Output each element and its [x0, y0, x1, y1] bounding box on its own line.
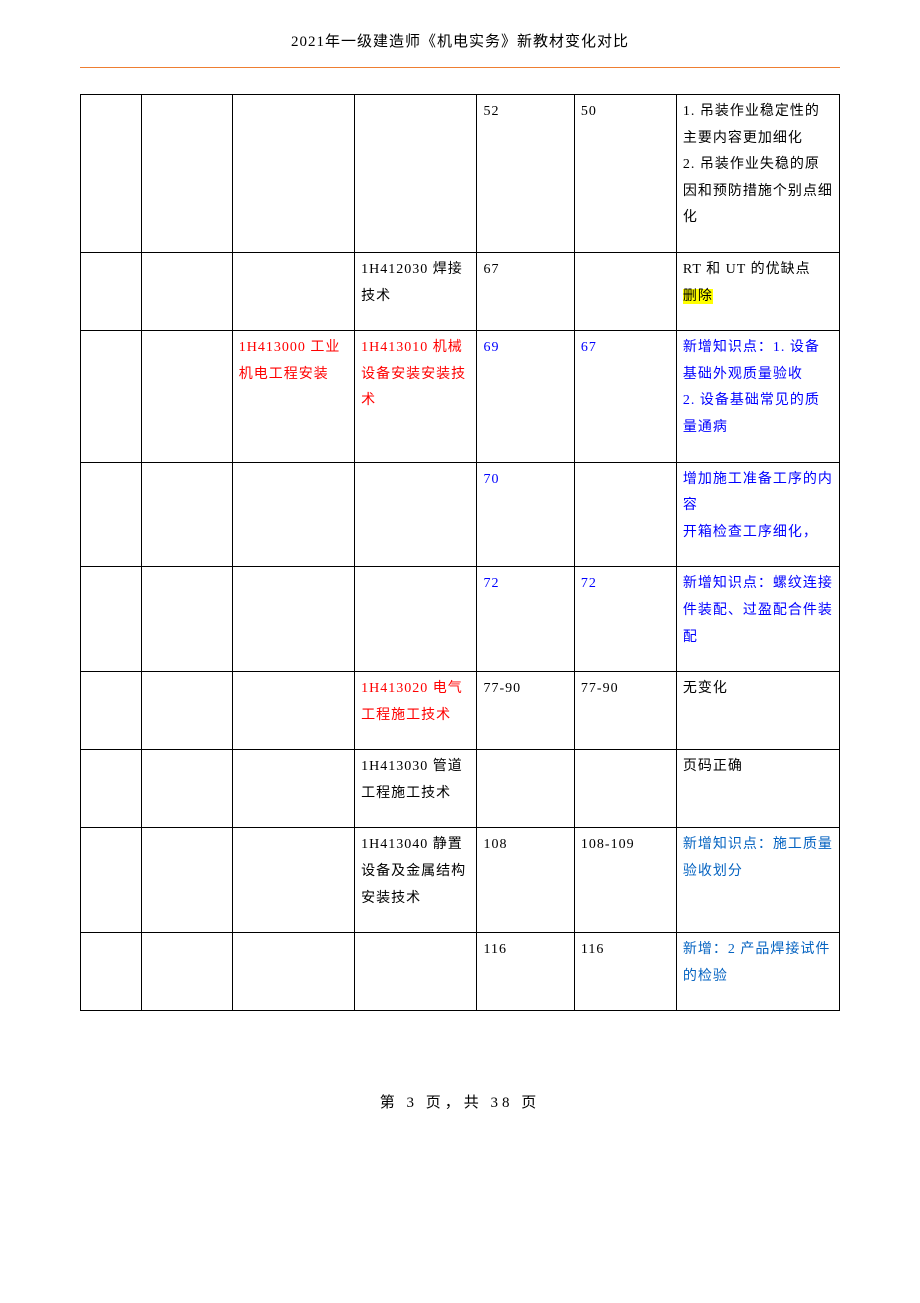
table-cell — [81, 672, 142, 750]
table-cell-change: RT 和 UT 的优缺点删除 — [676, 252, 839, 330]
table-cell — [355, 462, 477, 567]
table-cell — [142, 672, 233, 750]
table-cell: 77-90 — [477, 672, 574, 750]
table-cell — [574, 750, 676, 828]
table-row: 1H413030 管道工程施工技术 页码正确 — [81, 750, 840, 828]
table-cell — [232, 828, 354, 933]
table-cell — [142, 567, 233, 672]
table-cell: 1H413030 管道工程施工技术 — [355, 750, 477, 828]
table-cell: 108 — [477, 828, 574, 933]
table-cell — [232, 95, 354, 253]
table-cell — [142, 331, 233, 462]
table-row: 7272新增知识点：螺纹连接件装配、过盈配合件装配 — [81, 567, 840, 672]
table-cell — [232, 567, 354, 672]
table-cell — [81, 252, 142, 330]
page-container: 2021年一级建造师《机电实务》新教材变化对比 52501. 吊装作业稳定性的主… — [0, 0, 920, 1152]
table-cell: 69 — [477, 331, 574, 462]
table-cell: 1H413020 电气工程施工技术 — [355, 672, 477, 750]
table-cell: 77-90 — [574, 672, 676, 750]
table-cell — [81, 828, 142, 933]
table-cell: 72 — [477, 567, 574, 672]
change-text: 新增知识点：施工质量验收划分 — [683, 837, 833, 879]
table-cell — [355, 567, 477, 672]
table-cell — [232, 252, 354, 330]
table-cell — [142, 252, 233, 330]
table-row: 70 增加施工准备工序的内容开箱检查工序细化， — [81, 462, 840, 567]
change-text: RT 和 UT 的优缺点 — [683, 262, 811, 277]
table-cell — [355, 933, 477, 1011]
table-cell: 1H413010 机械设备安装安装技术 — [355, 331, 477, 462]
table-cell — [477, 750, 574, 828]
table-cell: 116 — [477, 933, 574, 1011]
table-cell: 67 — [477, 252, 574, 330]
table-cell: 70 — [477, 462, 574, 567]
table-cell — [232, 933, 354, 1011]
change-text: 页码正确 — [683, 759, 743, 774]
change-text: 开箱检查工序细化， — [683, 525, 818, 540]
table-cell — [142, 95, 233, 253]
table-cell-change: 无变化 — [676, 672, 839, 750]
table-cell: 1H412030 焊接技术 — [355, 252, 477, 330]
table-cell — [574, 462, 676, 567]
table-cell — [81, 567, 142, 672]
table-cell — [142, 462, 233, 567]
table-cell — [81, 933, 142, 1011]
change-text: 新增知识点：螺纹连接件装配、过盈配合件装配 — [683, 576, 833, 644]
table-row: 1H413000 工业机电工程安装1H413010 机械设备安装安装技术6967… — [81, 331, 840, 462]
page-footer: 第 3 页，共 38 页 — [80, 1091, 840, 1112]
table-cell — [81, 750, 142, 828]
table-cell — [142, 828, 233, 933]
table-cell: 52 — [477, 95, 574, 253]
table-cell: 67 — [574, 331, 676, 462]
change-text: 2. 设备基础常见的质量通病 — [683, 393, 820, 435]
table-cell — [142, 933, 233, 1011]
page-title: 2021年一级建造师《机电实务》新教材变化对比 — [80, 30, 840, 51]
table-cell — [81, 95, 142, 253]
table-cell: 1H413040 静置设备及金属结构安装技术 — [355, 828, 477, 933]
table-cell — [81, 331, 142, 462]
table-cell: 72 — [574, 567, 676, 672]
table-cell — [142, 750, 233, 828]
table-cell-change: 增加施工准备工序的内容开箱检查工序细化， — [676, 462, 839, 567]
table-cell-change: 新增：2 产品焊接试件的检验 — [676, 933, 839, 1011]
change-text: 增加施工准备工序的内容 — [683, 472, 833, 514]
change-text: 新增知识点：1. 设备基础外观质量验收 — [683, 340, 820, 382]
table-cell — [232, 750, 354, 828]
table-cell: 1H413000 工业机电工程安装 — [232, 331, 354, 462]
change-text: 1. 吊装作业稳定性的主要内容更加细化 — [683, 104, 820, 146]
table-row: 116116新增：2 产品焊接试件的检验 — [81, 933, 840, 1011]
change-text: 无变化 — [683, 681, 728, 696]
table-cell — [81, 462, 142, 567]
table-cell: 116 — [574, 933, 676, 1011]
table-cell — [232, 462, 354, 567]
change-text: 2. 吊装作业失稳的原因和预防措施个别点细化 — [683, 157, 833, 225]
change-text: 删除 — [683, 289, 713, 304]
comparison-table: 52501. 吊装作业稳定性的主要内容更加细化 2. 吊装作业失稳的原因和预防措施… — [80, 94, 840, 1011]
table-body: 52501. 吊装作业稳定性的主要内容更加细化 2. 吊装作业失稳的原因和预防措施… — [81, 95, 840, 1011]
table-cell — [355, 95, 477, 253]
table-row: 1H413020 电气工程施工技术77-9077-90无变化 — [81, 672, 840, 750]
table-cell: 108-109 — [574, 828, 676, 933]
table-cell-change: 新增知识点：1. 设备基础外观质量验收 2. 设备基础常见的质量通病 — [676, 331, 839, 462]
table-row: 1H413040 静置设备及金属结构安装技术108108-109新增知识点：施工… — [81, 828, 840, 933]
table-cell-change: 新增知识点：施工质量验收划分 — [676, 828, 839, 933]
table-cell-change: 新增知识点：螺纹连接件装配、过盈配合件装配 — [676, 567, 839, 672]
table-cell — [574, 252, 676, 330]
table-cell — [232, 672, 354, 750]
table-row: 1H412030 焊接技术67 RT 和 UT 的优缺点删除 — [81, 252, 840, 330]
table-cell-change: 1. 吊装作业稳定性的主要内容更加细化 2. 吊装作业失稳的原因和预防措施个别点细… — [676, 95, 839, 253]
change-text: 新增：2 产品焊接试件的检验 — [683, 942, 831, 984]
table-cell: 50 — [574, 95, 676, 253]
header-divider — [80, 67, 840, 68]
table-cell-change: 页码正确 — [676, 750, 839, 828]
table-row: 52501. 吊装作业稳定性的主要内容更加细化 2. 吊装作业失稳的原因和预防措施… — [81, 95, 840, 253]
